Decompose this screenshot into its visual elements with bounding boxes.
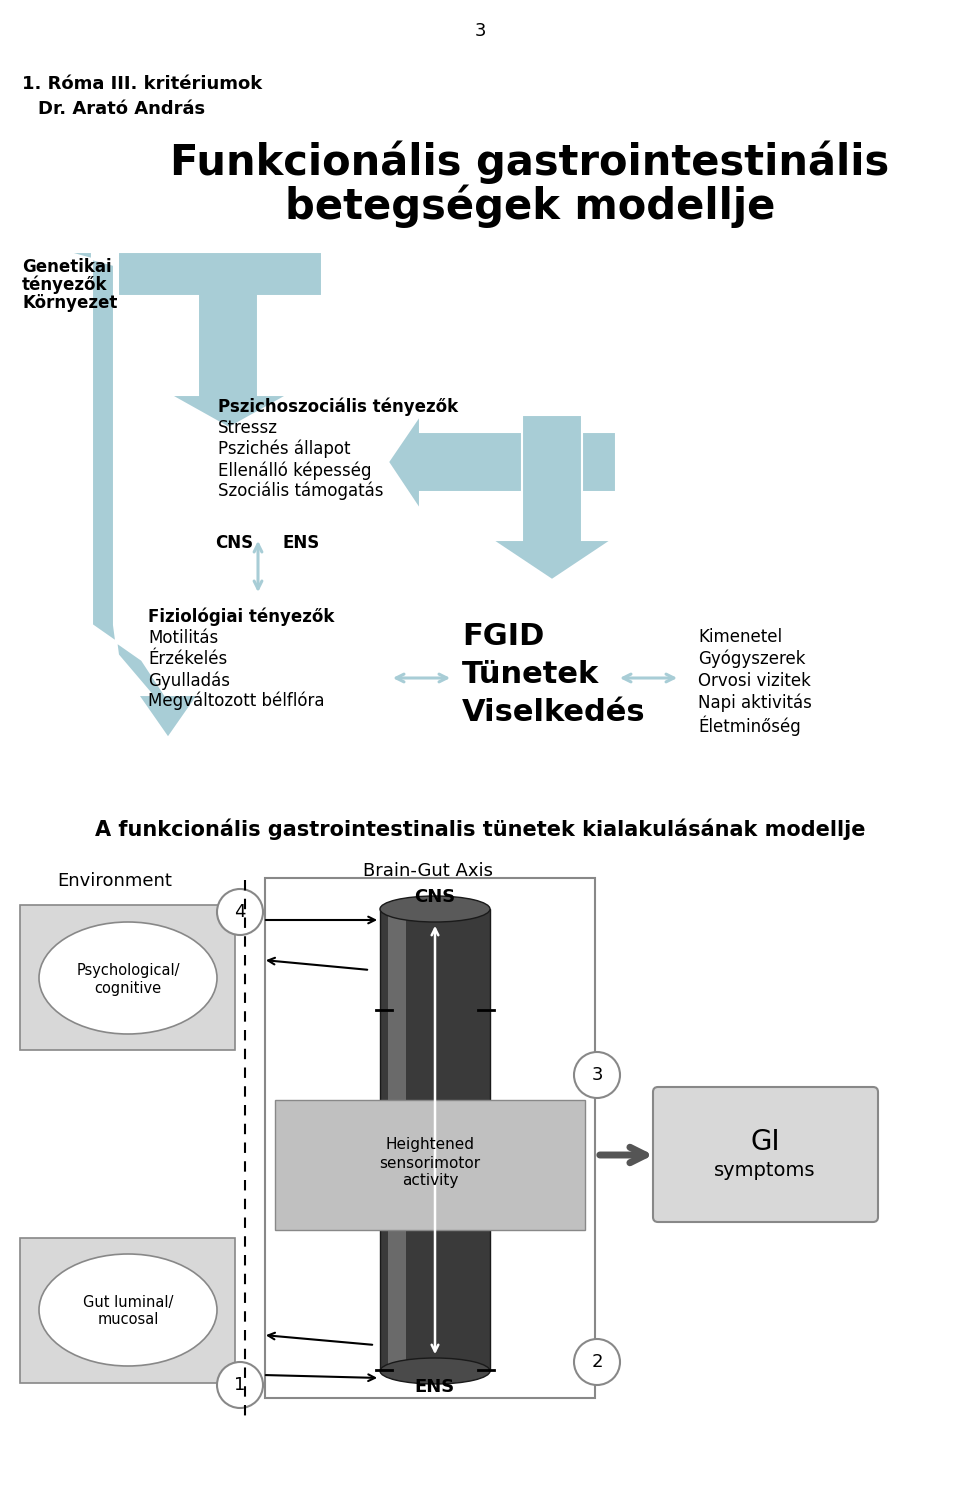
Bar — [380, 908, 490, 1372]
Text: CNS: CNS — [415, 887, 456, 905]
Text: GI: GI — [750, 1128, 780, 1157]
Text: Pszichoszociális tényezők: Pszichoszociális tényezők — [218, 399, 458, 417]
Text: Gyulladás: Gyulladás — [148, 671, 230, 689]
Text: Motilitás: Motilitás — [148, 629, 218, 647]
Text: Megváltozott bélflóra: Megváltozott bélflóra — [148, 692, 324, 710]
Text: 3: 3 — [474, 23, 486, 41]
Text: Genetikai: Genetikai — [22, 259, 111, 277]
Text: 1: 1 — [234, 1376, 246, 1394]
Text: Tünetek: Tünetek — [462, 660, 599, 689]
Text: symptoms: symptoms — [714, 1161, 816, 1179]
Text: A funkcionális gastrointestinalis tünetek kialakulásának modellje: A funkcionális gastrointestinalis tünete… — [95, 818, 865, 839]
Text: Gyógyszerek: Gyógyszerek — [698, 650, 805, 668]
Ellipse shape — [380, 1358, 490, 1384]
Text: 4: 4 — [234, 902, 246, 920]
Text: 2: 2 — [591, 1354, 603, 1372]
Ellipse shape — [39, 922, 217, 1035]
FancyBboxPatch shape — [275, 1099, 585, 1230]
Text: Érzékelés: Érzékelés — [148, 650, 228, 668]
Text: tényezők: tényezők — [22, 277, 108, 295]
Text: Ellenálló képesség: Ellenálló képesség — [218, 462, 372, 480]
Ellipse shape — [39, 1254, 217, 1366]
Text: Environment: Environment — [58, 872, 173, 890]
Text: Viselkedés: Viselkedés — [462, 698, 646, 726]
Text: Kimenetel: Kimenetel — [698, 629, 782, 647]
Text: Napi aktivitás: Napi aktivitás — [698, 693, 812, 713]
Text: FGID: FGID — [462, 623, 544, 651]
FancyBboxPatch shape — [653, 1087, 878, 1221]
Text: mucosal: mucosal — [97, 1313, 158, 1328]
Text: Stressz: Stressz — [218, 420, 278, 438]
Text: ENS: ENS — [415, 1378, 455, 1396]
Circle shape — [217, 889, 263, 935]
FancyBboxPatch shape — [20, 1238, 235, 1384]
Polygon shape — [492, 415, 612, 581]
Bar — [388, 908, 406, 1372]
Text: Pszichés állapot: Pszichés állapot — [218, 441, 350, 459]
Text: CNS: CNS — [215, 534, 253, 552]
Text: Fiziológiai tényezők: Fiziológiai tényezők — [148, 608, 334, 627]
FancyBboxPatch shape — [20, 905, 235, 1050]
Text: Gut luminal/: Gut luminal/ — [83, 1295, 173, 1310]
Text: ENS: ENS — [282, 534, 320, 552]
Text: Brain-Gut Axis: Brain-Gut Axis — [363, 862, 493, 880]
FancyBboxPatch shape — [265, 878, 595, 1399]
Circle shape — [217, 1363, 263, 1408]
Text: cognitive: cognitive — [94, 981, 161, 996]
Text: 1. Róma III. kritériumok: 1. Róma III. kritériumok — [22, 75, 262, 93]
Polygon shape — [118, 253, 322, 429]
Text: Orvosi vizitek: Orvosi vizitek — [698, 672, 811, 690]
Text: Funkcionális gastrointestinális: Funkcionális gastrointestinális — [170, 140, 890, 183]
Text: Psychological/: Psychological/ — [76, 963, 180, 978]
Text: Életminőség: Életminőség — [698, 716, 801, 737]
Circle shape — [574, 1339, 620, 1385]
Text: activity: activity — [402, 1173, 458, 1188]
Text: sensorimotor: sensorimotor — [379, 1155, 481, 1170]
Text: Szociális támogatás: Szociális támogatás — [218, 481, 383, 501]
Ellipse shape — [380, 896, 490, 922]
Text: Dr. Arató András: Dr. Arató András — [38, 99, 205, 117]
Text: Heightened: Heightened — [386, 1137, 474, 1152]
Text: Környezet: Környezet — [22, 293, 117, 311]
Text: 3: 3 — [591, 1066, 603, 1084]
Polygon shape — [388, 415, 616, 510]
Polygon shape — [44, 253, 198, 738]
Text: betegségek modellje: betegségek modellje — [285, 185, 775, 229]
Circle shape — [574, 1051, 620, 1098]
